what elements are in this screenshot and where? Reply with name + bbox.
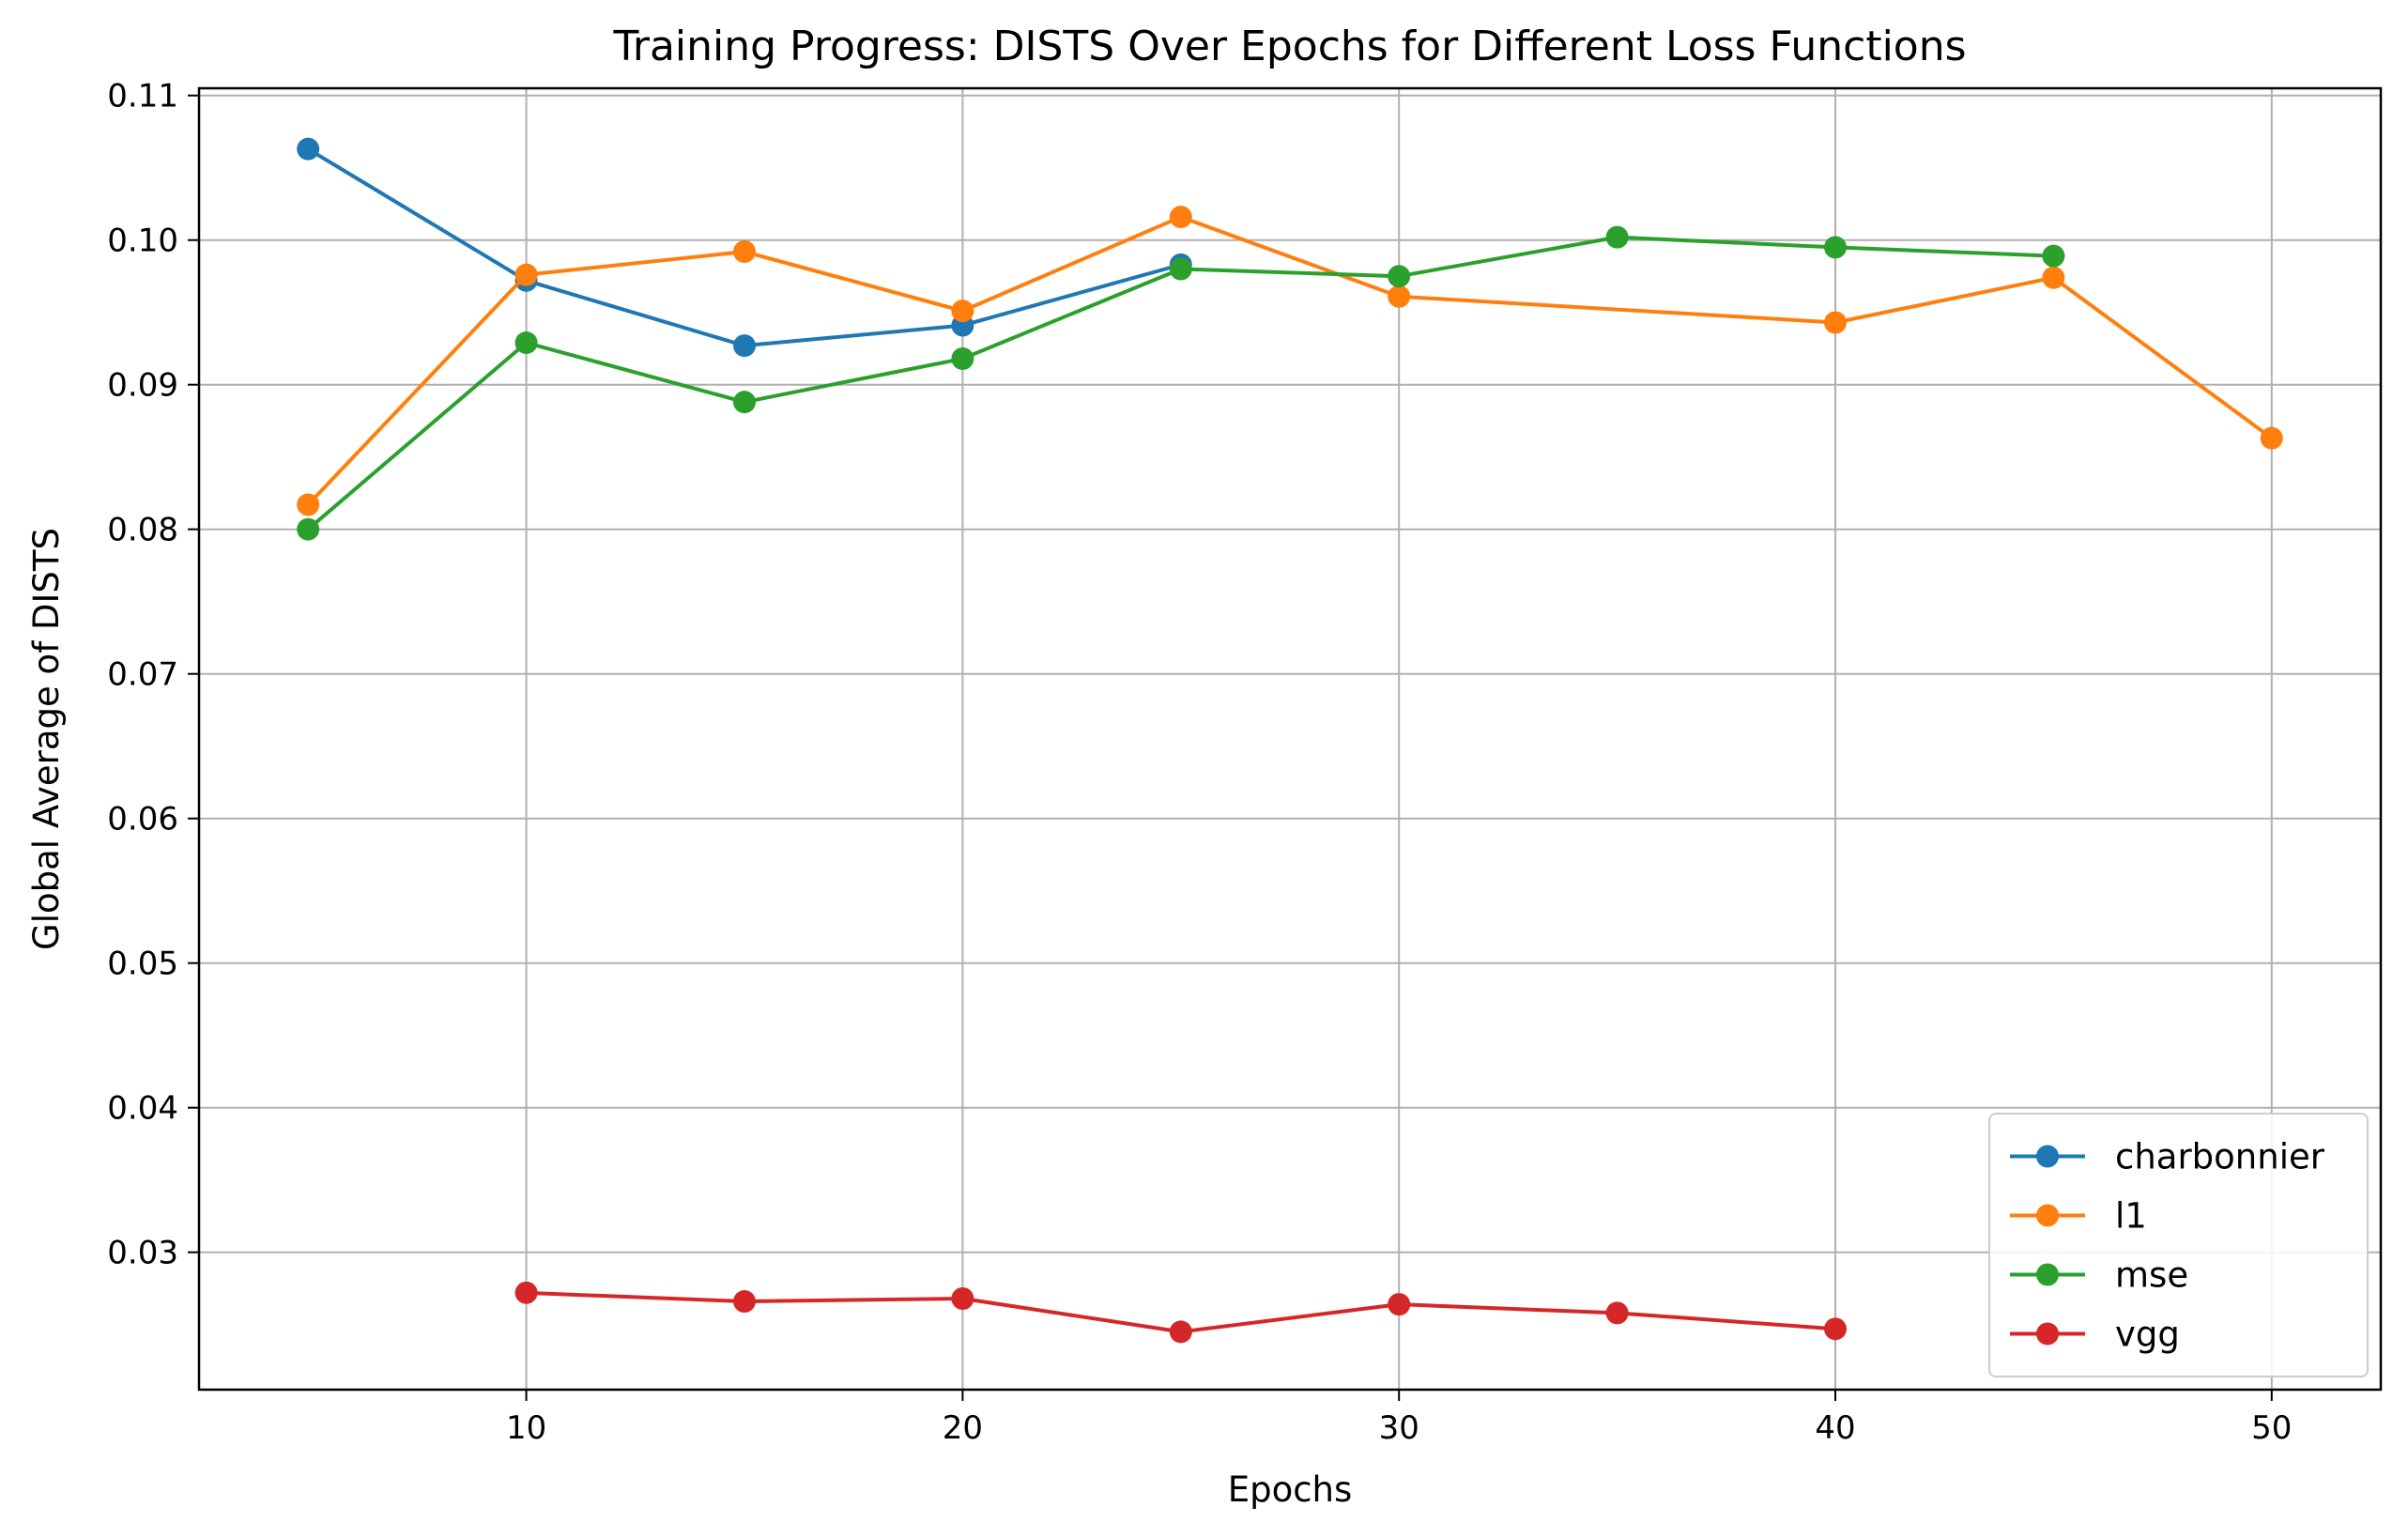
data-point-vgg xyxy=(1169,1320,1192,1344)
x-tick-label: 10 xyxy=(506,1409,546,1447)
data-point-l1 xyxy=(1388,285,1411,308)
y-axis-label: Global Average of DISTS xyxy=(26,528,67,950)
data-point-l1 xyxy=(951,300,974,323)
legend-label: mse xyxy=(2115,1255,2188,1296)
data-point-vgg xyxy=(1824,1317,1847,1341)
data-point-charbonnier xyxy=(297,137,320,161)
series-mse xyxy=(297,225,2065,541)
legend-item-vgg: vgg xyxy=(2010,1315,2180,1355)
data-point-vgg xyxy=(733,1290,756,1314)
x-tick-label: 20 xyxy=(943,1409,983,1447)
x-tick-label: 40 xyxy=(1815,1409,1855,1447)
series-l1 xyxy=(297,206,2283,516)
y-tick-label: 0.08 xyxy=(107,512,178,549)
legend: charbonnier l1 mse vgg xyxy=(1988,1113,2369,1377)
data-point-mse xyxy=(1169,257,1192,281)
axis-ticks: 10 20 30 40 50 0.03 0.04 0.05 0.06 0.07 0.08 0.09 0.… xyxy=(107,78,2292,1447)
data-point-mse xyxy=(951,346,974,370)
y-tick-label: 0.09 xyxy=(107,367,178,405)
legend-box xyxy=(1988,1113,2369,1377)
y-tick-label: 0.10 xyxy=(107,223,178,260)
y-tick-label: 0.06 xyxy=(107,801,178,838)
legend-item-charbonnier: charbonnier xyxy=(2010,1137,2325,1177)
legend-swatch-marker xyxy=(2036,1322,2059,1346)
data-point-vgg xyxy=(951,1286,974,1310)
data-point-charbonnier xyxy=(733,334,756,358)
data-point-l1 xyxy=(2042,266,2065,289)
legend-label: vgg xyxy=(2115,1315,2180,1355)
x-tick-label: 30 xyxy=(1379,1409,1419,1447)
data-point-mse xyxy=(1605,225,1629,249)
chart-title: Training Progress: DISTS Over Epochs for… xyxy=(612,23,1966,70)
data-point-vgg xyxy=(1605,1301,1629,1325)
x-axis-label: Epochs xyxy=(1228,1469,1353,1510)
data-point-vgg xyxy=(1388,1293,1411,1316)
data-point-l1 xyxy=(514,263,538,286)
series-layer xyxy=(297,137,2283,1344)
data-point-mse xyxy=(514,331,538,355)
data-point-vgg xyxy=(514,1281,538,1304)
legend-item-l1: l1 xyxy=(2010,1196,2147,1237)
legend-label: charbonnier xyxy=(2115,1137,2325,1177)
data-point-l1 xyxy=(2260,426,2283,450)
plot-frame xyxy=(197,86,2383,1392)
data-point-l1 xyxy=(733,240,756,264)
legend-item-mse: mse xyxy=(2010,1255,2188,1296)
y-tick-label: 0.04 xyxy=(107,1090,178,1128)
y-tick-label: 0.03 xyxy=(107,1235,178,1272)
data-point-l1 xyxy=(1169,206,1192,229)
legend-swatch-marker xyxy=(2036,1204,2059,1227)
series-vgg xyxy=(514,1281,1847,1344)
data-point-mse xyxy=(733,391,756,414)
data-point-l1 xyxy=(1824,311,1847,334)
legend-swatch-marker xyxy=(2036,1263,2059,1286)
legend-label: l1 xyxy=(2115,1196,2147,1237)
y-tick-label: 0.05 xyxy=(107,946,178,983)
data-point-mse xyxy=(297,517,320,541)
data-point-mse xyxy=(1388,265,1411,288)
x-tick-label: 50 xyxy=(2251,1409,2292,1447)
y-tick-label: 0.11 xyxy=(107,78,178,115)
data-point-mse xyxy=(1824,236,1847,259)
legend-swatch-marker xyxy=(2036,1145,2059,1168)
data-point-l1 xyxy=(297,493,320,516)
y-tick-label: 0.07 xyxy=(107,656,178,694)
data-point-mse xyxy=(2042,244,2065,268)
